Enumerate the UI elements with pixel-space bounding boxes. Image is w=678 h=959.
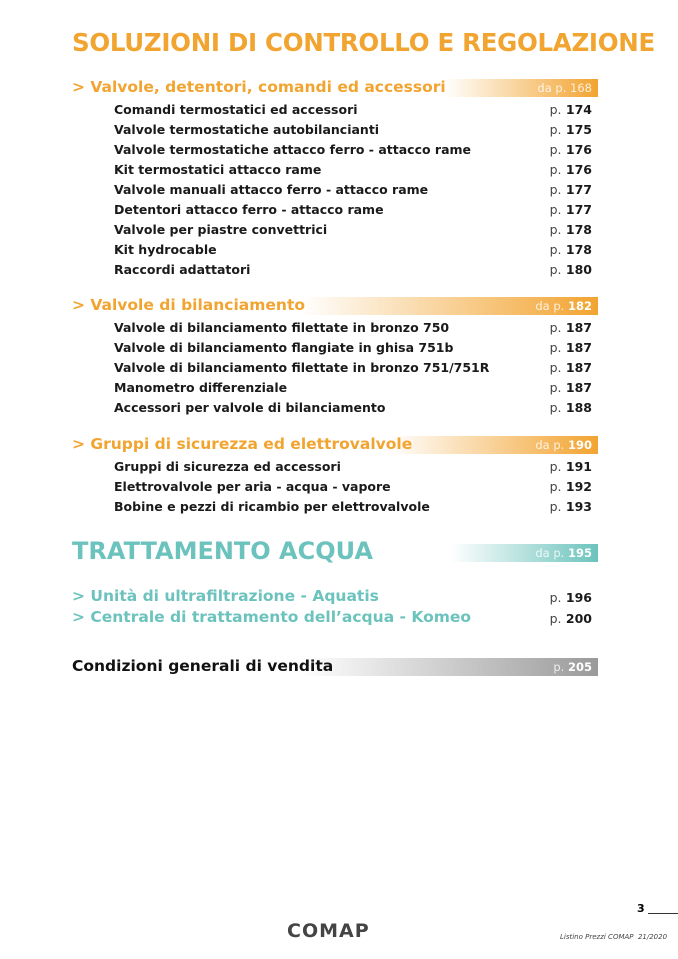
list-item: Valvole manuali attacco ferro - attacco …	[114, 180, 592, 200]
item-title: Manometro differenziale	[114, 380, 288, 395]
item-page: p. 180	[549, 262, 592, 277]
list-item: Valvole di bilanciamento filettate in br…	[114, 318, 592, 338]
item-title: Accessori per valvole di bilanciamento	[114, 400, 386, 415]
list-item: Accessori per valvole di bilanciamento p…	[114, 398, 592, 418]
item-title: Kit termostatici attacco rame	[114, 162, 322, 177]
item-title: > Unità di ultrafiltrazione - Aquatis	[72, 587, 379, 605]
list-item: Valvole per piastre convettrici p. 178	[114, 220, 592, 240]
section-title: > Valvole di bilanciamento	[72, 296, 306, 314]
item-page: p. 176	[549, 162, 592, 177]
section-page: da p. 195	[535, 546, 592, 560]
item-title: Detentori attacco ferro - attacco rame	[114, 202, 384, 217]
item-title: Gruppi di sicurezza ed accessori	[114, 459, 341, 474]
item-page: p. 187	[549, 360, 592, 375]
conditions-header: Condizioni generali di vendita p. 205	[72, 657, 598, 677]
footer-rule	[648, 913, 678, 914]
section-page: da p. 168	[537, 81, 592, 95]
item-page: p. 177	[549, 202, 592, 217]
item-title: > Centrale di trattamento dell’acqua - K…	[72, 608, 472, 626]
item-page: p. 176	[549, 142, 592, 157]
list-item: Bobine e pezzi di ricambio per elettrova…	[114, 497, 592, 517]
list-item: Elettrovalvole per aria - acqua - vapore…	[114, 477, 592, 497]
item-title: Elettrovalvole per aria - acqua - vapore	[114, 479, 391, 494]
item-title: Valvole per piastre convettrici	[114, 222, 328, 237]
section-header: > Gruppi di sicurezza ed elettrovalvole …	[72, 435, 598, 455]
comap-logo: COMAP	[287, 920, 370, 942]
section-bar	[450, 544, 598, 562]
list-item: Kit termostatici attacco rame p. 176	[114, 160, 592, 180]
item-page: p. 191	[549, 459, 592, 474]
item-page: p. 178	[549, 222, 592, 237]
list-item: Detentori attacco ferro - attacco rame p…	[114, 200, 592, 220]
item-page: p. 192	[549, 479, 592, 494]
item-title: Raccordi adattatori	[114, 262, 251, 277]
item-title: Valvole di bilanciamento filettate in br…	[114, 320, 450, 335]
item-page: p. 196	[549, 590, 592, 605]
item-page: p. 174	[549, 102, 592, 117]
list-item: > Unità di ultrafiltrazione - Aquatis p.…	[72, 587, 592, 608]
section-title: TRATTAMENTO ACQUA	[72, 537, 373, 565]
list-item: Manometro differenziale p. 187	[114, 378, 592, 398]
item-page: p. 187	[549, 320, 592, 335]
conditions-title: Condizioni generali di vendita	[72, 657, 334, 675]
item-title: Valvole di bilanciamento filettate in br…	[114, 360, 490, 375]
section-title: > Valvole, detentori, comandi ed accesso…	[72, 78, 446, 96]
item-title: Valvole manuali attacco ferro - attacco …	[114, 182, 429, 197]
item-page: p. 175	[549, 122, 592, 137]
section-header: TRATTAMENTO ACQUA da p. 195	[72, 537, 598, 565]
list-item: Valvole termostatiche attacco ferro - at…	[114, 140, 592, 160]
page-title: SOLUZIONI DI CONTROLLO E REGOLAZIONE	[72, 28, 655, 57]
item-page: p. 177	[549, 182, 592, 197]
item-title: Valvole termostatiche autobilancianti	[114, 122, 380, 137]
list-item: Valvole termostatiche autobilancianti p.…	[114, 120, 592, 140]
item-page: p. 200	[549, 611, 592, 626]
list-item: > Centrale di trattamento dell’acqua - K…	[72, 608, 592, 629]
item-title: Bobine e pezzi di ricambio per elettrova…	[114, 499, 430, 514]
footer-caption: Listino Prezzi COMAP 21/2020	[560, 933, 668, 941]
item-page: p. 178	[549, 242, 592, 257]
list-item: Valvole di bilanciamento flangiate in gh…	[114, 338, 592, 358]
list-item: Raccordi adattatori p. 180	[114, 260, 592, 280]
section-bar	[388, 436, 598, 454]
item-page: p. 187	[549, 380, 592, 395]
section-header: > Valvole, detentori, comandi ed accesso…	[72, 78, 598, 98]
list-item: Comandi termostatici ed accessori p. 174	[114, 100, 592, 120]
list-item: Valvole di bilanciamento filettate in br…	[114, 358, 592, 378]
section-title: > Gruppi di sicurezza ed elettrovalvole	[72, 435, 413, 453]
section-page: da p. 190	[535, 438, 592, 452]
item-title: Kit hydrocable	[114, 242, 217, 257]
section-bar	[444, 79, 598, 97]
section-bar	[300, 658, 598, 676]
item-page: p. 187	[549, 340, 592, 355]
list-item: Gruppi di sicurezza ed accessori p. 191	[114, 457, 592, 477]
section-page: da p. 182	[535, 299, 592, 313]
item-title: Comandi termostatici ed accessori	[114, 102, 358, 117]
footer-page-number: 3	[637, 902, 645, 915]
list-item: Kit hydrocable p. 178	[114, 240, 592, 260]
section-header: > Valvole di bilanciamento da p. 182	[72, 296, 598, 316]
section-bar	[300, 297, 598, 315]
item-page: p. 188	[549, 400, 592, 415]
item-page: p. 193	[549, 499, 592, 514]
item-title: Valvole di bilanciamento flangiate in gh…	[114, 340, 454, 355]
conditions-page: p. 205	[553, 660, 592, 674]
item-title: Valvole termostatiche attacco ferro - at…	[114, 142, 472, 157]
